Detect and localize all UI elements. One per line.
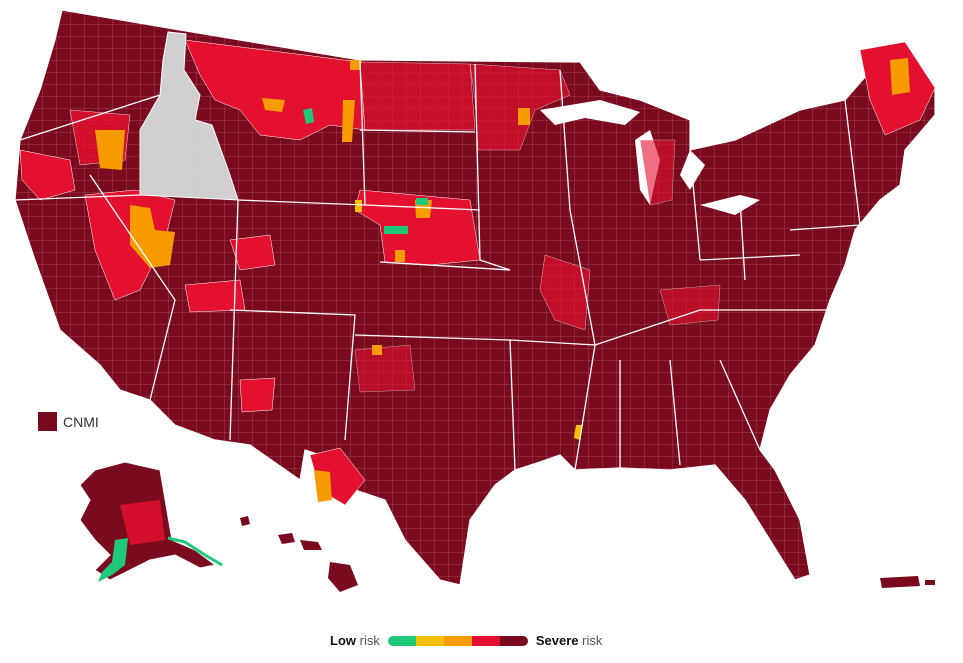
legend-severe-label: Severe risk [536, 633, 603, 648]
legend-swatch-high [471, 635, 500, 646]
legend-color-scale [387, 635, 528, 646]
cnmi-swatch [38, 412, 57, 431]
low-risk-areas [303, 108, 428, 234]
county-texture [15, 10, 935, 585]
hawaii-shape [240, 516, 358, 592]
alaska-high-area [120, 500, 165, 545]
legend-low-suffix: risk [356, 633, 380, 648]
legend-severe-bold: Severe [535, 633, 579, 648]
alaska-low-panhandle [98, 538, 128, 582]
legend-low-bold: Low [330, 633, 356, 648]
risk-legend: Low risk Severe risk [330, 633, 602, 648]
legend-swatch-substantial [443, 635, 472, 646]
legend-severe-suffix: risk [578, 633, 603, 648]
legend-swatch-low [387, 635, 416, 646]
cnmi-inset-label: CNMI [38, 412, 99, 431]
legend-swatch-severe [499, 635, 528, 646]
state-boundaries [14, 59, 861, 471]
alaska-low-chain [167, 536, 223, 567]
substantial-risk-areas [95, 58, 910, 502]
legend-swatch-moderate [415, 635, 444, 646]
legend-low-label: Low risk [330, 633, 380, 648]
cnmi-label: CNMI [63, 413, 99, 430]
idaho-county-texture [140, 32, 238, 200]
puerto-rico-shape [880, 576, 935, 588]
